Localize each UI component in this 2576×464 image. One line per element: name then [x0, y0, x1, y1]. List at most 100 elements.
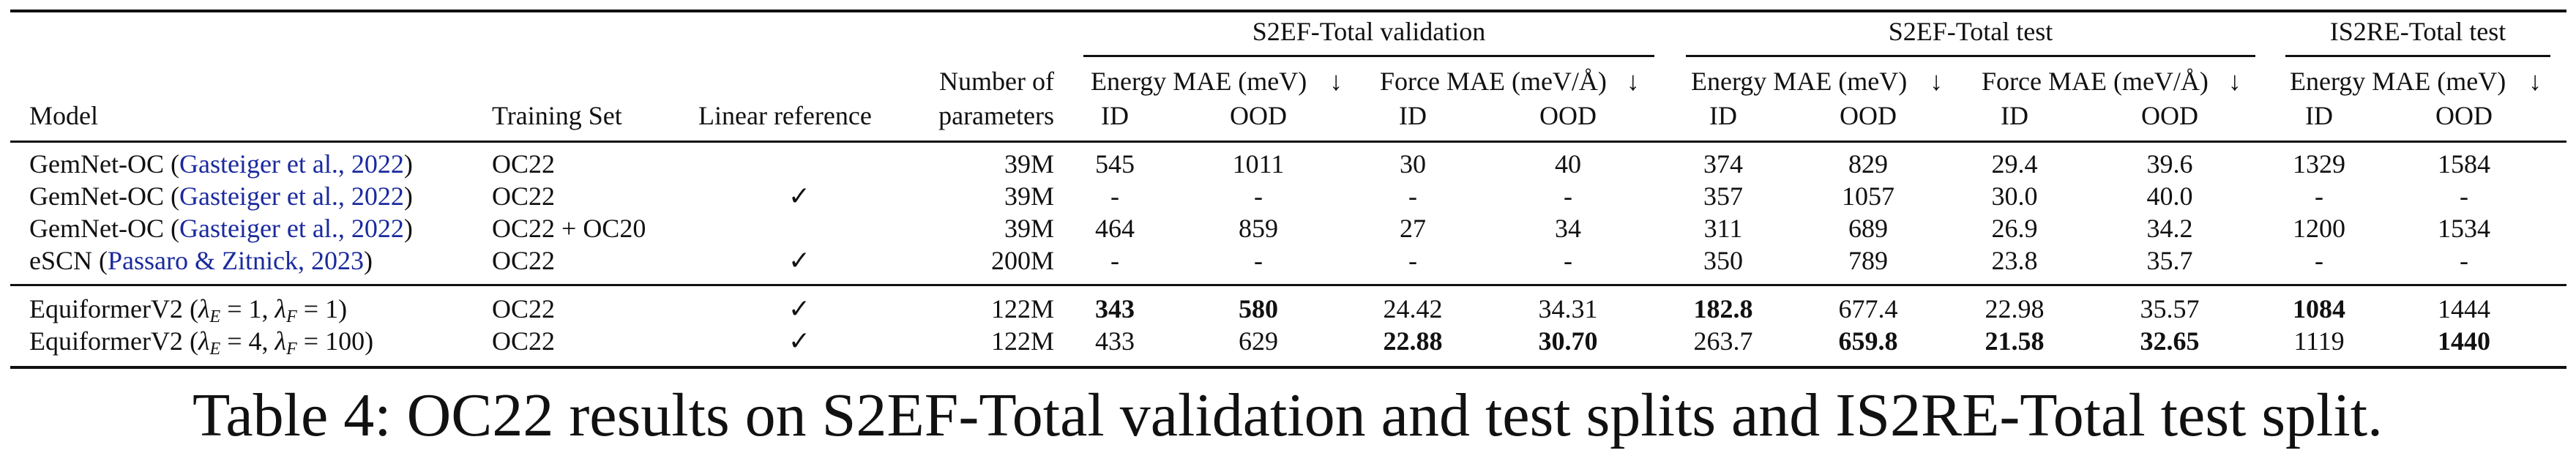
val-force-ood: 40 [1555, 149, 1581, 179]
test-force-ood: 40.0 [2146, 182, 2193, 211]
test-energy-ood: 1057 [1842, 182, 1894, 211]
linear-ref-cell: ✓ [788, 182, 811, 211]
test-energy-id: 182.8 [1693, 294, 1753, 323]
is2re-energy-ood: - [2460, 182, 2468, 211]
model-cell: eSCN (Passaro & Zitnick, 2023) [29, 246, 373, 275]
is2re-energy-id: 1329 [2293, 149, 2345, 179]
down-arrow-icon: ↓ [1329, 67, 1343, 96]
test-energy-id: 263.7 [1693, 326, 1753, 356]
is2re-energy-id: - [2315, 182, 2323, 211]
is2re-energy-id: 1200 [2293, 214, 2345, 243]
test-energy-ood: 789 [1848, 246, 1888, 275]
test-force-id: 26.9 [1991, 214, 2038, 243]
down-arrow-icon: ↓ [1930, 67, 1944, 96]
test-group-rule [1686, 55, 2255, 57]
params-cell: 39M [1004, 214, 1054, 243]
header-params-line2: parameters [938, 101, 1054, 130]
group-header-val: S2EF-Total validation [1252, 17, 1486, 46]
linear-ref-cell: ✓ [788, 326, 811, 356]
header-test-energy: Energy MAE (meV) ↓ [1691, 67, 1944, 96]
citation-link[interactable]: Gasteiger et al., 2022 [179, 182, 404, 211]
training-set-cell: OC22 [492, 326, 556, 356]
params-cell: 39M [1004, 182, 1054, 211]
test-force-ood: 32.65 [2140, 326, 2200, 356]
group-separator-rule [10, 284, 2566, 286]
val-force-id: 22.88 [1383, 326, 1443, 356]
val-energy-id: - [1110, 246, 1119, 275]
val-force-id: 24.42 [1383, 294, 1443, 323]
group-header-is2re: IS2RE-Total test [2329, 17, 2506, 46]
test-force-id: 29.4 [1991, 149, 2038, 179]
model-cell: EquiformerV2 (λE = 4, λF = 100) [29, 326, 374, 359]
val-energy-id: - [1110, 182, 1119, 211]
header-rule [10, 141, 2566, 143]
val-energy-ood: 1011 [1232, 149, 1285, 179]
subheader-ood: OOD [1230, 101, 1287, 130]
subheader-id: ID [1709, 101, 1737, 130]
header-linear-reference: Linear reference [698, 101, 872, 130]
header-is2re-energy: Energy MAE (meV) ↓ [2290, 67, 2542, 96]
test-energy-ood: 659.8 [1838, 326, 1898, 356]
test-energy-id: 357 [1703, 182, 1743, 211]
val-force-id: 30 [1400, 149, 1426, 179]
val-energy-ood: - [1254, 246, 1263, 275]
model-cell: GemNet-OC (Gasteiger et al., 2022) [29, 214, 413, 243]
is2re-energy-ood: 1440 [2438, 326, 2490, 356]
subheader-ood: OOD [1840, 101, 1897, 130]
subheader-id: ID [2305, 101, 2333, 130]
val-force-ood: 34.31 [1538, 294, 1598, 323]
test-energy-id: 374 [1703, 149, 1743, 179]
test-energy-ood: 677.4 [1838, 294, 1898, 323]
citation-link[interactable]: Passaro & Zitnick, 2023 [108, 246, 364, 275]
val-energy-ood: - [1254, 182, 1263, 211]
is2re-energy-id: 1119 [2293, 326, 2345, 356]
test-force-id: 23.8 [1991, 246, 2038, 275]
val-energy-id: 464 [1095, 214, 1135, 243]
test-energy-ood: 829 [1848, 149, 1888, 179]
training-set-cell: OC22 [492, 149, 556, 179]
citation-link[interactable]: Gasteiger et al., 2022 [179, 149, 404, 179]
model-cell: GemNet-OC (Gasteiger et al., 2022) [29, 182, 413, 211]
subheader-id: ID [2001, 101, 2028, 130]
val-force-ood: - [1564, 182, 1572, 211]
test-energy-id: 350 [1703, 246, 1743, 275]
val-force-id: - [1408, 182, 1417, 211]
subheader-ood: OOD [1539, 101, 1597, 130]
test-force-ood: 35.7 [2146, 246, 2193, 275]
header-test-force: Force MAE (meV/Å) ↓ [1982, 67, 2241, 96]
is2re-energy-ood: 1534 [2438, 214, 2490, 243]
linear-ref-cell: ✓ [788, 294, 811, 323]
header-training-set: Training Set [492, 101, 622, 130]
test-force-id: 22.98 [1985, 294, 2045, 323]
test-force-ood: 34.2 [2146, 214, 2193, 243]
val-force-ood: 34 [1555, 214, 1581, 243]
val-force-id: - [1408, 246, 1417, 275]
val-force-ood: 30.70 [1538, 326, 1598, 356]
model-cell: EquiformerV2 (λE = 1, λF = 1) [29, 294, 348, 326]
val-energy-ood: 580 [1239, 294, 1278, 323]
top-rule [10, 10, 2566, 12]
linear-ref-cell: ✓ [788, 246, 811, 275]
down-arrow-icon: ↓ [2228, 67, 2241, 96]
val-force-id: 27 [1400, 214, 1426, 243]
down-arrow-icon: ↓ [1626, 67, 1640, 96]
val-energy-id: 433 [1095, 326, 1135, 356]
is2re-energy-ood: - [2460, 246, 2468, 275]
test-force-ood: 35.57 [2140, 294, 2200, 323]
training-set-cell: OC22 + OC20 [492, 214, 646, 243]
header-params-line1: Number of [939, 67, 1054, 96]
subheader-ood: OOD [2141, 101, 2198, 130]
model-cell: GemNet-OC (Gasteiger et al., 2022) [29, 149, 413, 179]
val-group-rule [1083, 55, 1654, 57]
val-energy-ood: 629 [1239, 326, 1278, 356]
is2re-group-rule [2285, 55, 2550, 57]
val-energy-id: 545 [1095, 149, 1135, 179]
subheader-ood: OOD [2435, 101, 2493, 130]
down-arrow-icon: ↓ [2528, 67, 2542, 96]
val-force-ood: - [1564, 246, 1572, 275]
is2re-energy-ood: 1584 [2438, 149, 2490, 179]
params-cell: 200M [990, 246, 1054, 275]
table-caption: Table 4: OC22 results on S2EF-Total vali… [192, 381, 2383, 449]
header-val-force: Force MAE (meV/Å) ↓ [1380, 67, 1640, 96]
citation-link[interactable]: Gasteiger et al., 2022 [179, 214, 404, 243]
